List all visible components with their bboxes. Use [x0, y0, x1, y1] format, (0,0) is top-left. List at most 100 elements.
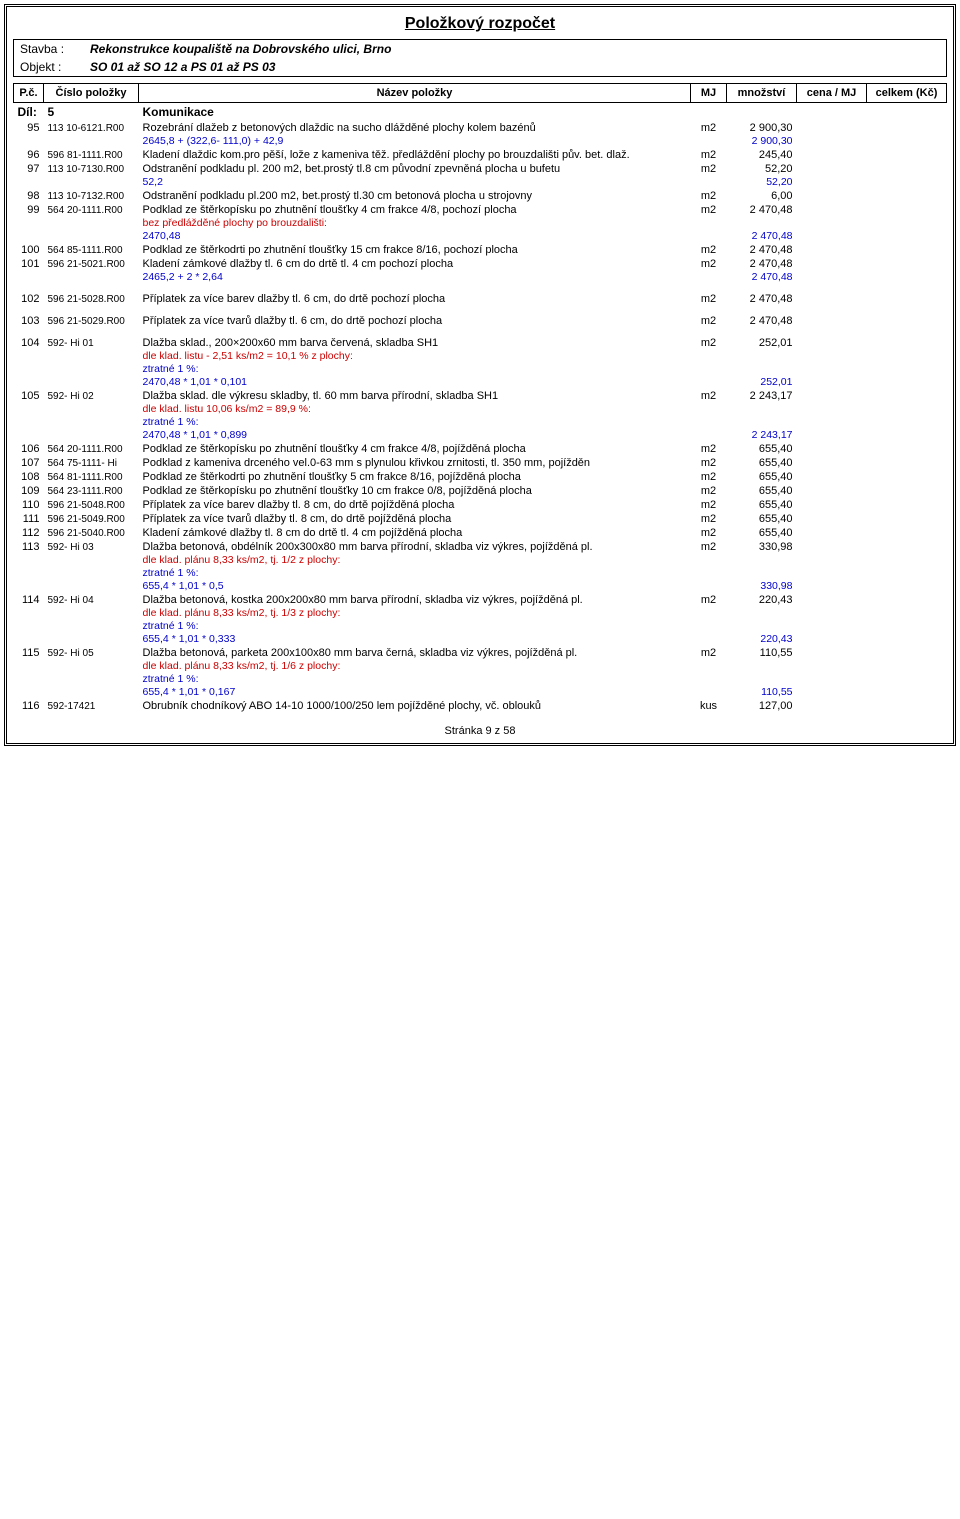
th-pc: P.č. — [14, 84, 44, 103]
budget-table-wrap: P.č. Číslo položky Název položky MJ množ… — [13, 83, 947, 713]
cell-qty: 655,40 — [727, 484, 797, 498]
cell-mj: m2 — [691, 470, 727, 484]
cell-code: 113 10-6121.R00 — [44, 121, 139, 135]
cell-name: Podklad z kameniva drceného vel.0-63 mm … — [139, 456, 691, 470]
cell-name: Rozebrání dlažeb z betonových dlaždic na… — [139, 121, 691, 135]
item-row: 109564 23-1111.R00Podklad ze štěrkopísku… — [14, 484, 947, 498]
cell-price — [797, 456, 867, 470]
cell-name: Obrubník chodníkový ABO 14-10 1000/100/2… — [139, 699, 691, 713]
dil-label: Díl: — [14, 103, 44, 122]
cell-qty: 245,40 — [727, 148, 797, 162]
cell-total — [867, 292, 947, 306]
cell-price — [797, 699, 867, 713]
sub-text: ztratné 1 %: — [139, 363, 691, 376]
item-row: 95113 10-6121.R00Rozebrání dlažeb z beto… — [14, 121, 947, 135]
cell-code: 564 75-1111- Hi — [44, 456, 139, 470]
cell-pc: 110 — [14, 498, 44, 512]
item-row: 110596 21-5048.R00Příplatek za více bare… — [14, 498, 947, 512]
sub-text: 655,4 * 1,01 * 0,167 — [139, 686, 691, 699]
sub-row: 655,4 * 1,01 * 0,333220,43 — [14, 633, 947, 646]
cell-pc: 109 — [14, 484, 44, 498]
sub-row: 655,4 * 1,01 * 0,167110,55 — [14, 686, 947, 699]
cell-code: 564 20-1111.R00 — [44, 442, 139, 456]
cell-price — [797, 498, 867, 512]
item-row: 111596 21-5049.R00Příplatek za více tvar… — [14, 512, 947, 526]
sub-text: dle klad. listu 10,06 ks/m2 = 89,9 %: — [139, 403, 691, 416]
cell-qty: 655,40 — [727, 512, 797, 526]
cell-total — [867, 442, 947, 456]
cell-price — [797, 526, 867, 540]
cell-pc: 103 — [14, 314, 44, 328]
sub-row: ztratné 1 %: — [14, 567, 947, 580]
cell-price — [797, 162, 867, 176]
cell-mj: m2 — [691, 442, 727, 456]
cell-code: 592- Hi 04 — [44, 593, 139, 607]
cell-pc: 111 — [14, 512, 44, 526]
item-row: 114592- Hi 04Dlažba betonová, kostka 200… — [14, 593, 947, 607]
cell-qty: 655,40 — [727, 456, 797, 470]
cell-name: Podklad ze štěrkodrti po zhutnění tloušť… — [139, 243, 691, 257]
cell-price — [797, 442, 867, 456]
cell-name: Kladení dlaždic kom.pro pěší, lože z kam… — [139, 148, 691, 162]
spacer-row — [14, 328, 947, 336]
cell-code: 596 21-5029.R00 — [44, 314, 139, 328]
cell-price — [797, 470, 867, 484]
cell-qty: 655,40 — [727, 470, 797, 484]
table-header: P.č. Číslo položky Název položky MJ množ… — [14, 84, 947, 103]
sub-text: 2470,48 * 1,01 * 0,101 — [139, 376, 691, 389]
item-row: 108564 81-1111.R00Podklad ze štěrkodrti … — [14, 470, 947, 484]
cell-pc: 99 — [14, 203, 44, 217]
sub-text: dle klad. plánu 8,33 ks/m2, tj. 1/6 z pl… — [139, 660, 691, 673]
sub-row: 2470,48 * 1,01 * 0,101252,01 — [14, 376, 947, 389]
item-row: 112596 21-5040.R00Kladení zámkové dlažby… — [14, 526, 947, 540]
objekt-label: Objekt : — [20, 60, 90, 74]
cell-name: Dlažba betonová, parketa 200x100x80 mm b… — [139, 646, 691, 660]
sub-row: dle klad. plánu 8,33 ks/m2, tj. 1/2 z pl… — [14, 554, 947, 567]
cell-code: 113 10-7130.R00 — [44, 162, 139, 176]
item-row: 107564 75-1111- HiPodklad z kameniva drc… — [14, 456, 947, 470]
sub-text: bez předlážděné plochy po brouzdališti: — [139, 217, 691, 230]
cell-price — [797, 646, 867, 660]
cell-total — [867, 336, 947, 350]
cell-name: Podklad ze štěrkopísku po zhutnění tlouš… — [139, 484, 691, 498]
cell-total — [867, 243, 947, 257]
sub-qty — [727, 554, 797, 567]
cell-price — [797, 389, 867, 403]
cell-pc: 102 — [14, 292, 44, 306]
cell-price — [797, 203, 867, 217]
cell-code: 596 21-5049.R00 — [44, 512, 139, 526]
page-frame: Položkový rozpočet Stavba : Rekonstrukce… — [4, 4, 956, 746]
item-row: 97113 10-7130.R00Odstranění podkladu pl.… — [14, 162, 947, 176]
cell-code: 596 81-1111.R00 — [44, 148, 139, 162]
cell-qty: 2 900,30 — [727, 121, 797, 135]
sub-text: 2465,2 + 2 * 2,64 — [139, 271, 691, 284]
cell-code: 596 21-5048.R00 — [44, 498, 139, 512]
th-name: Název položky — [139, 84, 691, 103]
cell-name: Příplatek za více barev dlažby tl. 8 cm,… — [139, 498, 691, 512]
cell-qty: 220,43 — [727, 593, 797, 607]
sub-qty: 2 470,48 — [727, 230, 797, 243]
th-code: Číslo položky — [44, 84, 139, 103]
cell-name: Odstranění podkladu pl.200 m2, bet.prost… — [139, 189, 691, 203]
sub-text: 2470,48 * 1,01 * 0,899 — [139, 429, 691, 442]
sub-row: 2470,48 2 470,48 — [14, 230, 947, 243]
sub-text: dle klad. plánu 8,33 ks/m2, tj. 1/2 z pl… — [139, 554, 691, 567]
dil-num: 5 — [44, 103, 139, 122]
cell-qty: 2 470,48 — [727, 314, 797, 328]
item-row: 96596 81-1111.R00Kladení dlaždic kom.pro… — [14, 148, 947, 162]
item-row: 115592- Hi 05Dlažba betonová, parketa 20… — [14, 646, 947, 660]
cell-mj: m2 — [691, 314, 727, 328]
cell-price — [797, 314, 867, 328]
sub-text: dle klad. plánu 8,33 ks/m2, tj. 1/3 z pl… — [139, 607, 691, 620]
item-row: 104592- Hi 01Dlažba sklad., 200×200x60 m… — [14, 336, 947, 350]
cell-code: 564 23-1111.R00 — [44, 484, 139, 498]
cell-total — [867, 512, 947, 526]
cell-qty: 2 243,17 — [727, 389, 797, 403]
cell-mj: m2 — [691, 162, 727, 176]
sub-text: 655,4 * 1,01 * 0,333 — [139, 633, 691, 646]
item-row: 116592-17421Obrubník chodníkový ABO 14-1… — [14, 699, 947, 713]
cell-code: 564 81-1111.R00 — [44, 470, 139, 484]
cell-mj: kus — [691, 699, 727, 713]
sub-text: 2470,48 — [139, 230, 691, 243]
cell-pc: 95 — [14, 121, 44, 135]
